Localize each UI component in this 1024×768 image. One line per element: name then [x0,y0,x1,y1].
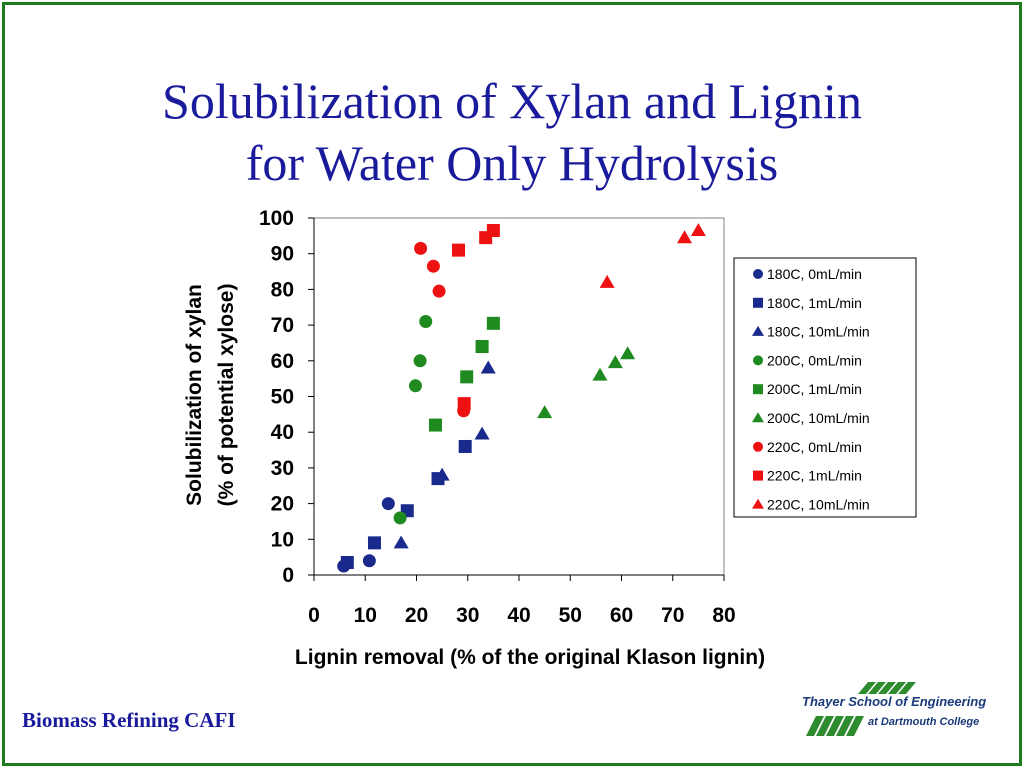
data-point [419,315,433,329]
x-tick-label: 50 [559,604,582,627]
data-point [537,405,553,419]
y-tick-label: 20 [271,493,294,516]
data-point [458,439,472,453]
data-point [607,355,623,369]
slide-title-line2: for Water Only Hydrolysis [245,135,779,191]
legend-marker [753,269,763,279]
y-tick-label: 80 [271,278,294,301]
x-tick-label: 0 [308,604,320,627]
y-axis-title-line2: (% of potential xylose) [215,284,238,507]
data-point [460,370,474,384]
x-tick-label: 70 [661,604,684,627]
y-tick-label: 30 [271,457,294,480]
data-point [381,497,395,511]
logo-text-line2: at Dartmouth College [868,716,980,728]
logo-stripes-icon [806,682,916,736]
data-point [620,346,636,360]
data-point [367,536,381,550]
data-point [414,241,428,255]
x-tick-label: 10 [354,604,377,627]
data-point [592,367,608,381]
legend-label: 180C, 1mL/min [767,295,862,311]
data-point [480,360,496,374]
plot-area [313,217,725,576]
data-point [393,511,407,525]
legend-label: 200C, 1mL/min [767,381,862,397]
legend: 180C, 0mL/min 180C, 1mL/min 180C, 10mL/min… [733,257,917,518]
data-point [474,426,490,440]
series-2 [393,360,496,549]
legend-marker [753,470,763,481]
x-tick-label: 80 [712,604,735,627]
data-point [599,274,615,288]
legend-marker [753,441,763,452]
data-point [475,340,489,354]
slide-title-line1: Solubilization of Xylan and Lignin [162,73,862,129]
series-3 [393,315,433,525]
y-tick-label: 10 [271,528,294,551]
y-axis-title-line1: Solubilization of xylan [183,284,206,506]
y-tick-label: 100 [259,207,294,230]
x-axis: 0 10 20 30 40 50 60 70 80 [308,575,736,627]
data-point [432,284,446,298]
series-7 [452,223,500,411]
footer-label: Biomass Refining CAFI [22,708,236,732]
y-tick-label: 0 [282,564,294,587]
y-tick-label: 40 [271,421,294,444]
data-point [486,316,500,330]
x-tick-label: 30 [456,604,479,627]
legend-marker [752,498,764,509]
data-point [428,418,442,432]
data-point [486,223,500,237]
series-1 [340,439,472,570]
legend-marker [753,297,763,308]
legend-label: 200C, 10mL/min [767,410,870,426]
legend-label: 200C, 0mL/min [767,352,862,368]
legend-marker [753,355,763,366]
series-8 [599,223,706,288]
legend-label: 180C, 10mL/min [767,324,870,340]
series-6 [414,241,471,418]
series-5 [537,346,636,419]
x-tick-label: 20 [405,604,428,627]
y-tick-label: 60 [271,350,294,373]
data-point [434,467,450,481]
slide-title: Solubilization of Xylan and Lignin for W… [0,70,1024,194]
y-tick-label: 70 [271,314,294,337]
data-point [408,379,422,393]
legend-marker [752,412,764,423]
data-point [340,556,354,570]
y-axis-title: Solubilization of xylan (% of potential … [183,284,238,507]
legend-box [733,257,917,518]
data-point [690,223,706,237]
legend-marker [753,384,763,395]
y-tick-label: 50 [271,386,294,409]
legend-marker [752,325,764,336]
data-point [362,554,376,568]
logo-text-line1: Thayer School of Engineering [802,694,987,709]
y-tick-label: 90 [271,243,294,266]
data-markers [337,223,706,573]
plot-border [313,217,725,576]
series-4 [428,316,500,432]
data-point [426,259,440,273]
y-axis: 0 10 20 30 40 50 60 70 80 90 100 [259,207,314,587]
legend-label: 180C, 0mL/min [767,266,862,282]
data-point [393,535,409,549]
data-point [413,354,427,368]
data-point [457,397,471,411]
x-axis-title: Lignin removal (% of the original Klason… [295,646,765,669]
legend-label: 220C, 10mL/min [767,496,870,512]
data-point [677,230,693,244]
x-tick-label: 40 [507,604,530,627]
data-point [452,243,466,257]
legend-label: 220C, 1mL/min [767,468,862,484]
thayer-logo: Thayer School of Engineering at Dartmout… [796,680,986,740]
x-tick-label: 60 [610,604,633,627]
legend-label: 220C, 0mL/min [767,439,862,455]
